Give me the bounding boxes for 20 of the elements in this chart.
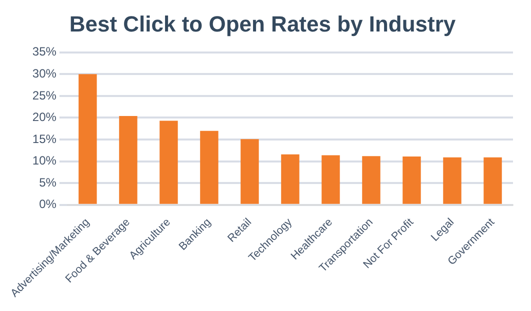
bar <box>119 116 138 204</box>
bar <box>322 155 340 204</box>
chart-title: Best Click to Open Rates by Industry <box>69 11 456 36</box>
bar <box>160 120 178 204</box>
bar <box>402 156 421 204</box>
y-tick-label: 10% <box>32 154 57 168</box>
y-tick-label: 30% <box>32 66 57 80</box>
y-tick-label: 0% <box>39 197 57 212</box>
y-tick-label: 15% <box>32 132 57 146</box>
bar <box>78 74 97 204</box>
bar <box>443 157 462 204</box>
y-tick-label: 20% <box>32 110 57 124</box>
bar <box>281 154 300 204</box>
bar <box>362 156 380 204</box>
bar <box>484 157 502 204</box>
y-tick-label: 5% <box>39 175 57 190</box>
y-tick-label: 25% <box>32 88 57 102</box>
y-tick-label: 35% <box>32 44 57 59</box>
bar <box>200 130 218 204</box>
bar <box>240 139 259 204</box>
